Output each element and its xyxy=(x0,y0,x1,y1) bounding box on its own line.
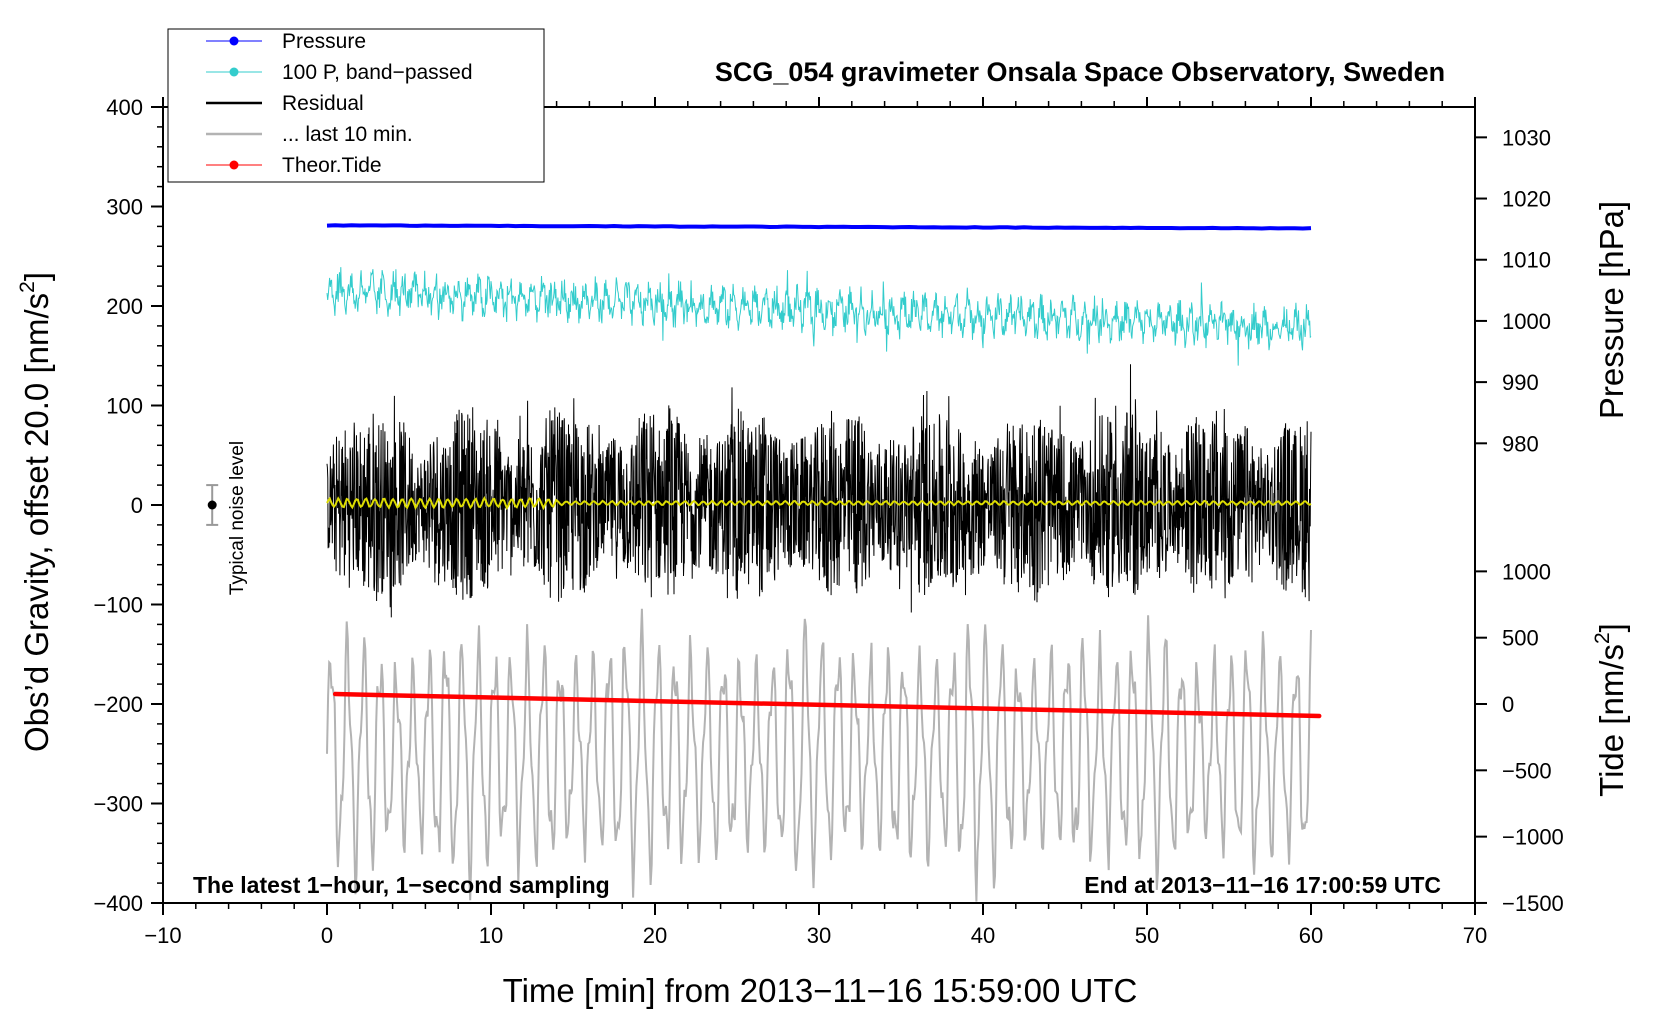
pressure-tick-label: 1020 xyxy=(1502,187,1551,212)
y-axis-pressure: 980 990 1000 1010 1020 1030 xyxy=(1475,125,1551,456)
tide-tick-label: −1000 xyxy=(1502,825,1564,850)
legend-label: 100 P, band−passed xyxy=(282,61,473,84)
y-tick-label: 0 xyxy=(131,493,143,518)
legend-label: Theor.Tide xyxy=(282,154,382,177)
annotation-end-time: End at 2013−11−16 17:00:59 UTC xyxy=(1084,872,1441,898)
legend-marker xyxy=(229,160,239,170)
tide-tick-label: 1000 xyxy=(1502,559,1551,584)
tide-tick-label: 0 xyxy=(1502,692,1514,717)
series-bandpassed xyxy=(326,267,1312,366)
x-tick-label: 60 xyxy=(1299,923,1323,948)
x-axis: −10 0 10 20 30 40 50 60 70 xyxy=(144,97,1487,948)
x-tick-label: 20 xyxy=(643,923,667,948)
minor-ticks xyxy=(157,101,1443,909)
chart-title: SCG_054 gravimeter Onsala Space Observat… xyxy=(715,57,1445,87)
tide-tick-label: −1500 xyxy=(1502,891,1564,916)
x-tick-label: 30 xyxy=(807,923,831,948)
pressure-tick-label: 1010 xyxy=(1502,248,1551,273)
series-layer xyxy=(326,223,1322,902)
y-tick-label: 400 xyxy=(106,95,143,120)
legend-label: Pressure xyxy=(282,30,366,53)
legend-label: ... last 10 min. xyxy=(282,123,413,146)
legend-marker xyxy=(229,67,239,77)
legend: Pressure 100 P, band−passed Residual ... la… xyxy=(167,28,545,183)
y-tick-label: 300 xyxy=(106,195,143,220)
x-tick-label: −10 xyxy=(144,923,181,948)
y-axis-left: −400 −300 −200 −100 0 100 200 300 400 xyxy=(93,95,163,916)
y-tick-label: −200 xyxy=(93,692,143,717)
legend-item: Theor.Tide xyxy=(206,154,382,177)
tide-tick-label: −500 xyxy=(1502,758,1552,783)
legend-label: Residual xyxy=(282,92,364,115)
y-tick-label: 200 xyxy=(106,294,143,319)
y-axis-tide-label-main: Tide [nm/s xyxy=(1593,644,1630,797)
legend-item: Pressure xyxy=(206,30,366,53)
y-axis-pressure-label: Pressure [hPa] xyxy=(1593,201,1630,419)
y-axis-left-label-main: Obs’d Gravity, offset 20.0 [nm/s xyxy=(18,293,55,752)
pressure-tick-label: 1000 xyxy=(1502,309,1551,334)
noise-marker: Typical noise level xyxy=(206,441,248,595)
series-last-10-min xyxy=(326,608,1312,902)
y-axis-tide: −1500 −1000 −500 0 500 1000 xyxy=(1475,559,1564,916)
annotation-sampling: The latest 1−hour, 1−second sampling xyxy=(193,872,610,898)
series-residual xyxy=(326,364,1312,618)
y-axis-tide-label: Tide [nm/s2] xyxy=(1591,623,1630,797)
y-tick-label: 100 xyxy=(106,394,143,419)
series-pressure xyxy=(326,223,1312,231)
legend-item: ... last 10 min. xyxy=(206,123,413,146)
pressure-tick-label: 990 xyxy=(1502,370,1539,395)
series-lowpass xyxy=(326,496,1312,511)
noise-point xyxy=(207,500,217,510)
x-tick-label: 10 xyxy=(479,923,503,948)
y-axis-left-label-sup: 2 xyxy=(16,281,39,293)
y-tick-label: −400 xyxy=(93,891,143,916)
x-tick-label: 70 xyxy=(1463,923,1487,948)
y-axis-tide-label-sup: 2 xyxy=(1591,632,1614,644)
y-tick-label: −100 xyxy=(93,593,143,618)
noise-label: Typical noise level xyxy=(227,441,248,595)
y-tick-label: −300 xyxy=(93,792,143,817)
legend-item: Residual xyxy=(206,92,364,115)
y-axis-tide-label-end: ] xyxy=(1593,623,1630,632)
pressure-tick-label: 1030 xyxy=(1502,125,1551,150)
series-theor-tide xyxy=(332,691,1322,719)
legend-item: 100 P, band−passed xyxy=(206,61,473,84)
x-tick-label: 50 xyxy=(1135,923,1159,948)
y-axis-left-label: Obs’d Gravity, offset 20.0 [nm/s2] xyxy=(16,272,55,752)
pressure-tick-label: 980 xyxy=(1502,431,1539,456)
legend-box xyxy=(167,28,545,183)
x-axis-label: Time [min] from 2013−11−16 15:59:00 UTC xyxy=(503,972,1138,1009)
legend-marker xyxy=(229,36,239,46)
tide-tick-label: 500 xyxy=(1502,626,1539,651)
x-tick-label: 40 xyxy=(971,923,995,948)
y-axis-left-label-end: ] xyxy=(18,272,55,281)
x-tick-label: 0 xyxy=(321,923,333,948)
